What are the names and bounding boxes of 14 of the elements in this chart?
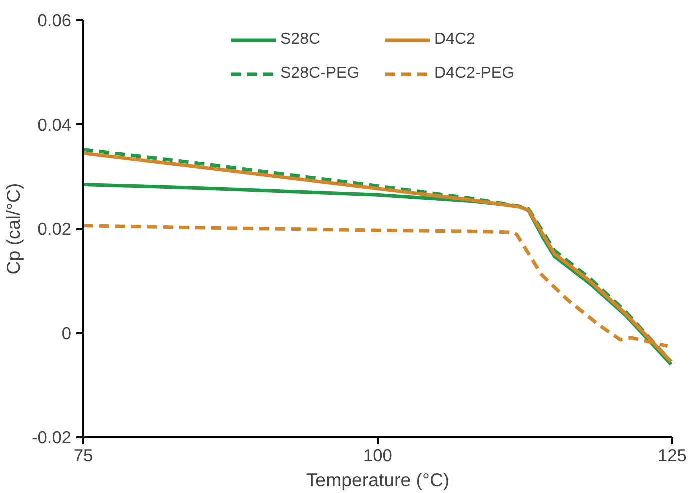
y-tick-label: 0 [62, 323, 72, 344]
y-tick-label: 0.04 [38, 114, 72, 135]
y-tick-label: -0.02 [32, 428, 72, 448]
y-tick-label: 0.02 [38, 219, 72, 239]
x-tick-label: 75 [74, 446, 94, 466]
x-tick-label: 125 [658, 446, 687, 466]
x-tick-label: 100 [364, 446, 392, 466]
y-tick-label: 0.06 [38, 10, 72, 30]
y-axis-title: Cp (cal/°C) [3, 183, 24, 275]
legend-label: S28C-PEG [280, 65, 361, 83]
legend-label: D4C2-PEG [434, 65, 516, 83]
legend-label: S28C [280, 31, 322, 49]
legend-label: D4C2 [434, 31, 476, 49]
x-axis-title: Temperature (°C) [306, 470, 450, 490]
